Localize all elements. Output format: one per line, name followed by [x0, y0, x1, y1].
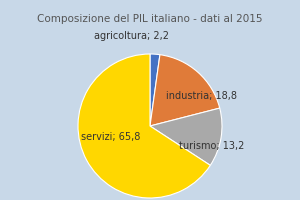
Text: turismo; 13,2: turismo; 13,2: [178, 141, 244, 151]
Wedge shape: [150, 108, 222, 165]
Wedge shape: [150, 54, 160, 126]
Wedge shape: [150, 55, 220, 126]
Text: Composizione del PIL italiano - dati al 2015: Composizione del PIL italiano - dati al …: [37, 14, 263, 24]
Text: servizi; 65,8: servizi; 65,8: [81, 132, 140, 142]
Text: industria; 18,8: industria; 18,8: [166, 91, 237, 101]
Text: agricoltura; 2,2: agricoltura; 2,2: [94, 31, 170, 41]
Wedge shape: [78, 54, 210, 198]
